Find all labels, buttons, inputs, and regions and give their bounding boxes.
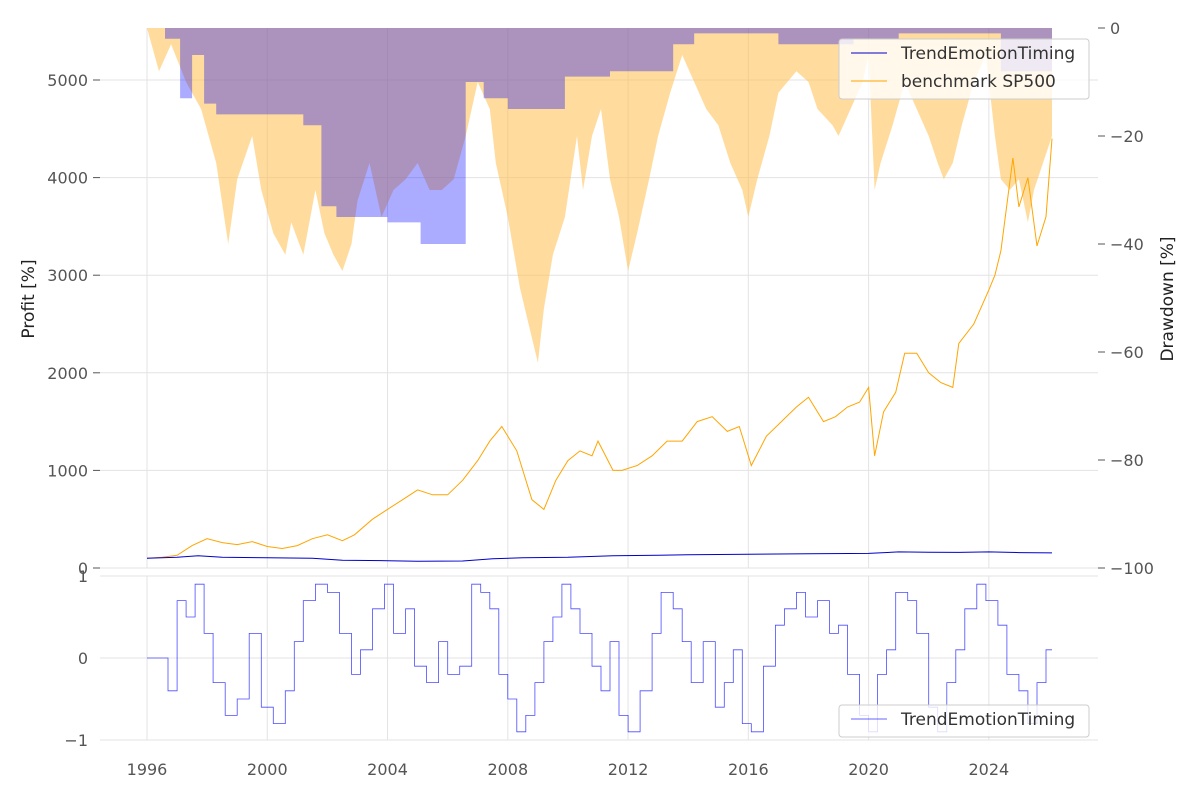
y-tick-label-profit-3000: 3000	[47, 266, 88, 285]
y-tick-label-profit-2000: 2000	[47, 364, 88, 383]
x-tick-label-2012: 2012	[608, 760, 649, 779]
legend-bottom-panel[interactable]: TrendEmotionTiming	[838, 704, 1090, 738]
x-tick-label-2004: 2004	[367, 760, 408, 779]
drawdown-area-benchmark-sp500	[147, 28, 1052, 363]
drawdown-fills	[147, 28, 1052, 363]
legend-label-trendemotiontiming: TrendEmotionTiming	[900, 44, 1075, 64]
legend-label-benchmark-sp500: benchmark SP500	[901, 72, 1056, 92]
line-trendemotiontiming	[146, 551, 1053, 562]
y-tick-label-signal--1: −1	[64, 731, 88, 750]
x-tick-label-2024: 2024	[969, 760, 1010, 779]
x-tick-label-2020: 2020	[848, 760, 889, 779]
line-benchmark-sp500	[146, 138, 1053, 559]
y-tick-label-profit-5000: 5000	[47, 71, 88, 90]
legend-top-panel[interactable]: TrendEmotionTiming benchmark SP500	[838, 38, 1090, 100]
y-tick-label-profit-4000: 4000	[47, 169, 88, 188]
x-tick-label-2000: 2000	[247, 760, 288, 779]
y-tick-label-drawdown--80: −80	[1110, 451, 1144, 470]
y-tick-label-signal-0: 0	[78, 649, 88, 668]
x-tick-label-1996: 1996	[127, 760, 168, 779]
y-tick-label-drawdown-0: 0	[1110, 19, 1120, 38]
x-tick-label-2016: 2016	[728, 760, 769, 779]
y-axis-label-profit: Profit [%]	[19, 259, 39, 338]
y-tick-label-drawdown--20: −20	[1110, 127, 1144, 146]
axes-ticks: 0 1000 2000 3000 4000 5000 1996 2000 2004 2008 201…	[47, 19, 1154, 779]
y-tick-label-profit-0: 0	[78, 559, 88, 578]
line-signal-trendemotiontiming	[147, 583, 1052, 733]
x-tick-label-2008: 2008	[487, 760, 528, 779]
y-tick-label-drawdown--40: −40	[1110, 235, 1144, 254]
legend-top-box	[838, 38, 1090, 100]
y-tick-label-profit-1000: 1000	[47, 461, 88, 480]
y-tick-label-drawdown--60: −60	[1110, 343, 1144, 362]
legend-label-signal: TrendEmotionTiming	[900, 710, 1075, 730]
legend-bottom-box	[838, 704, 1090, 738]
y-tick-label-signal-1: 1	[78, 567, 88, 586]
drawdown-area-trendemotiontiming	[147, 28, 1052, 244]
series-lines	[146, 138, 1053, 733]
y-tick-label-drawdown--100: −100	[1110, 559, 1154, 578]
y-axis-label-drawdown: Drawdown [%]	[1158, 236, 1178, 361]
